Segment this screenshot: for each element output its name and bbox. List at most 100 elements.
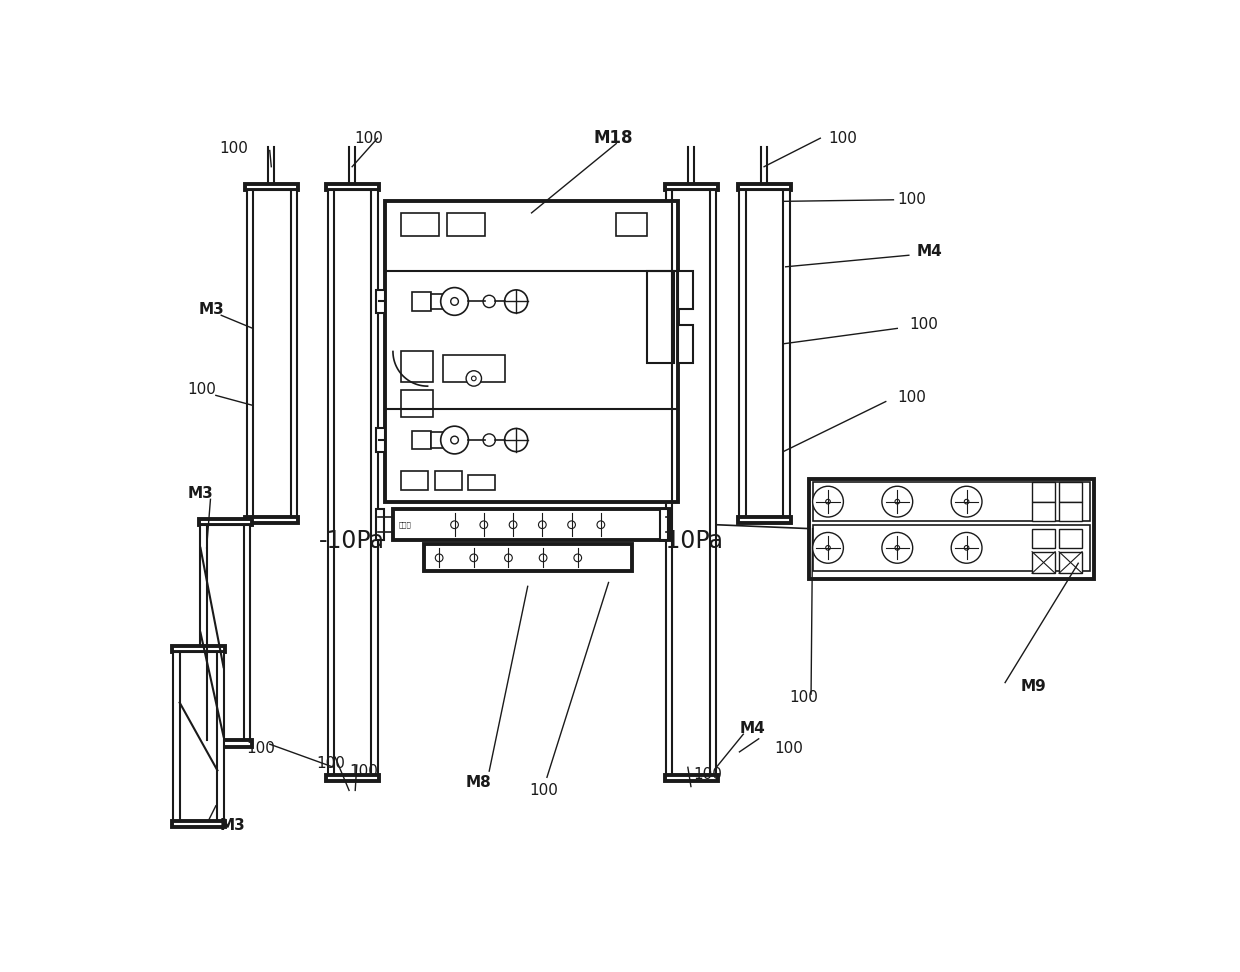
Bar (424, 544, 631, 571)
Bar (376, 429, 386, 452)
Bar (665, 184, 718, 190)
Text: 100: 100 (316, 756, 345, 771)
Bar (247, 190, 296, 517)
Bar (174, 652, 223, 821)
Circle shape (596, 521, 605, 529)
Text: 100: 100 (529, 782, 558, 798)
Text: 100: 100 (693, 768, 722, 782)
Circle shape (539, 554, 547, 562)
Bar (1032, 502, 1055, 521)
Bar (326, 184, 379, 190)
Circle shape (450, 297, 459, 305)
Bar (198, 519, 252, 525)
Bar (1059, 482, 1083, 502)
Circle shape (965, 500, 968, 503)
Circle shape (450, 436, 459, 444)
Circle shape (450, 521, 459, 529)
Bar (616, 213, 647, 236)
Text: M4: M4 (739, 721, 765, 737)
Text: M3: M3 (187, 486, 213, 502)
Circle shape (826, 545, 831, 550)
Text: 100: 100 (774, 741, 804, 755)
Circle shape (882, 533, 913, 563)
Bar (201, 525, 250, 741)
Bar (647, 270, 675, 363)
Circle shape (484, 434, 495, 446)
Text: M4: M4 (916, 244, 942, 259)
Circle shape (812, 533, 843, 563)
Bar (469, 474, 495, 490)
Bar (376, 290, 386, 313)
Bar (198, 741, 252, 746)
Bar (246, 184, 299, 190)
Circle shape (538, 521, 546, 529)
Circle shape (484, 295, 495, 307)
Circle shape (510, 521, 517, 529)
Bar (812, 482, 1090, 521)
Bar (376, 509, 383, 540)
Bar (246, 517, 299, 523)
Bar (401, 213, 439, 236)
Bar (327, 190, 377, 775)
Bar (660, 509, 668, 540)
Text: 100: 100 (247, 741, 275, 755)
Circle shape (812, 486, 843, 517)
Circle shape (951, 533, 982, 563)
Text: M18: M18 (593, 129, 632, 147)
Circle shape (505, 554, 512, 562)
Text: 100: 100 (187, 383, 216, 398)
Text: -10Pa: -10Pa (319, 529, 386, 553)
Bar (808, 478, 1094, 578)
Bar (812, 525, 1090, 571)
Circle shape (895, 545, 899, 550)
Circle shape (895, 500, 899, 503)
Text: 100: 100 (219, 142, 248, 156)
Bar (446, 213, 485, 236)
Text: 100: 100 (909, 317, 937, 332)
Bar (1059, 529, 1083, 548)
Circle shape (568, 521, 575, 529)
Bar (738, 184, 791, 190)
Bar (393, 509, 670, 540)
Circle shape (470, 554, 477, 562)
Text: 100: 100 (355, 130, 383, 146)
Text: 排阻排: 排阻排 (399, 521, 412, 528)
Text: -10Pa: -10Pa (658, 529, 724, 553)
Circle shape (435, 554, 443, 562)
Circle shape (440, 426, 469, 454)
Bar (666, 190, 717, 775)
Circle shape (471, 376, 476, 381)
Bar (1032, 552, 1055, 573)
Circle shape (965, 545, 968, 550)
Bar (412, 431, 432, 449)
Circle shape (574, 554, 582, 562)
Bar (412, 293, 432, 311)
Circle shape (466, 370, 481, 386)
Text: 100: 100 (350, 764, 378, 779)
Circle shape (480, 521, 487, 529)
Bar (401, 470, 428, 490)
Bar (443, 356, 505, 382)
Bar (401, 390, 433, 417)
Bar (1059, 552, 1083, 573)
Bar (386, 201, 678, 502)
Circle shape (882, 486, 913, 517)
Bar (665, 775, 718, 781)
Text: M8: M8 (466, 776, 492, 790)
Circle shape (505, 429, 528, 452)
Circle shape (826, 500, 831, 503)
Circle shape (440, 288, 469, 315)
Bar (1059, 502, 1083, 521)
Bar (172, 645, 226, 652)
Circle shape (951, 486, 982, 517)
Text: 100: 100 (828, 130, 857, 146)
Text: 100: 100 (898, 390, 926, 405)
Text: 100: 100 (898, 192, 926, 207)
Bar (738, 517, 791, 523)
Bar (432, 294, 446, 309)
Circle shape (505, 290, 528, 313)
Text: 100: 100 (790, 690, 818, 706)
Bar (739, 190, 790, 517)
Text: M3: M3 (219, 817, 246, 833)
Bar (432, 433, 446, 448)
